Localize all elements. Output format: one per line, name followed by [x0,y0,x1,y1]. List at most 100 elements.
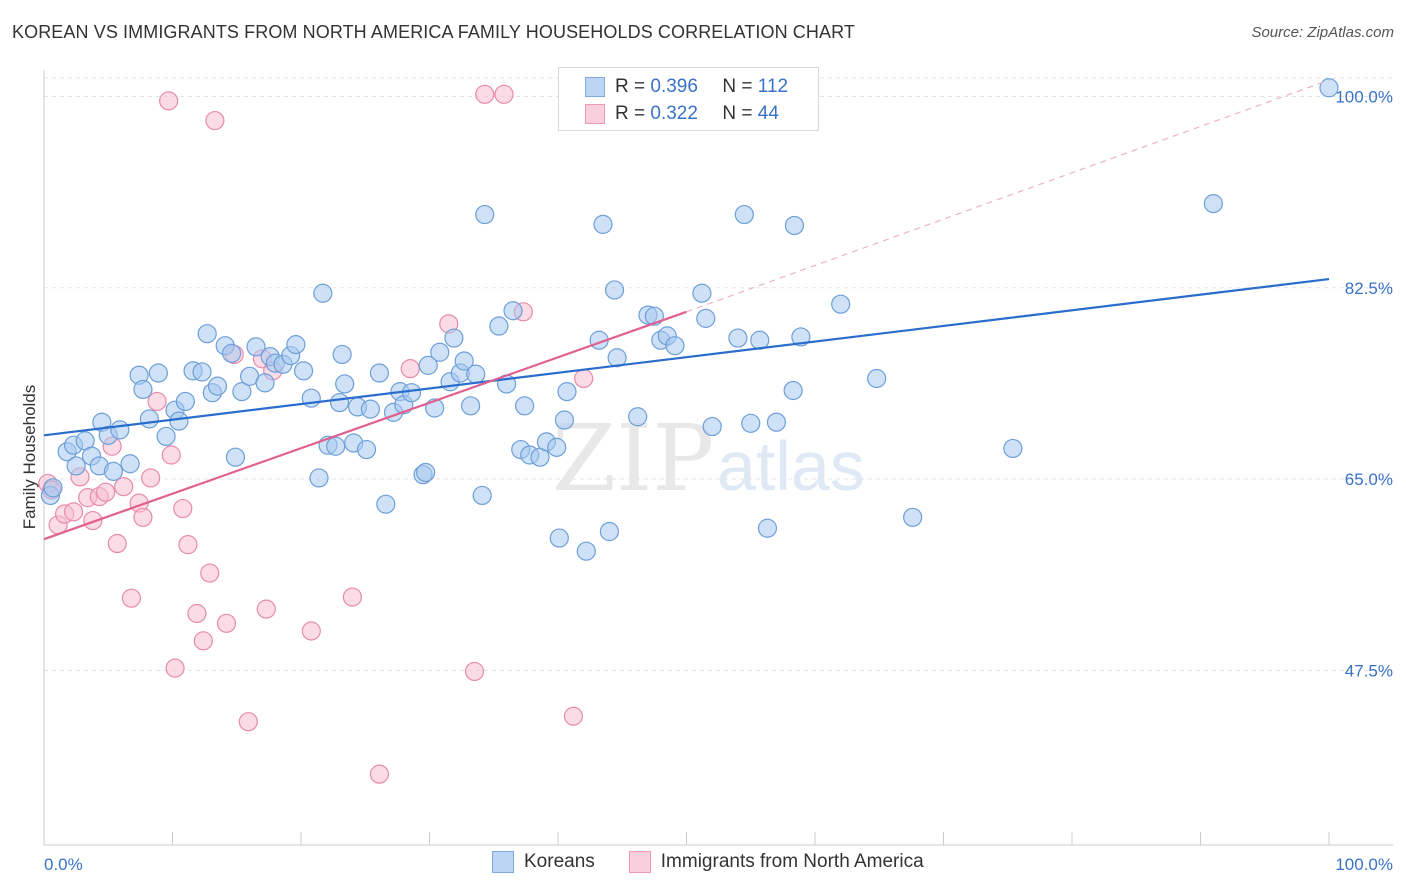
korean-point [831,294,851,314]
korean-point [503,301,523,321]
korean-point [222,343,242,363]
immigrants-point [369,764,389,784]
immigrants-point [121,588,141,608]
korean-point [692,283,712,303]
trendlines [43,79,1330,541]
korean-point [332,344,352,365]
legend-n-value-koreans: 112 [757,76,789,97]
korean-point [418,355,438,375]
immigrants-point [205,110,225,131]
legend-item-koreans[interactable]: Koreans [492,851,595,873]
immigrants-trendline-extension [686,79,1330,313]
korean-point [133,379,153,400]
legend-item-immigrants[interactable]: Immigrants from North America [628,851,924,873]
immigrants-point [83,510,103,531]
korean-point [593,214,613,234]
korean-point [702,416,722,437]
watermark: ZIP atlas [552,405,865,512]
legend-row-koreans: R = 0.396 N = 112 [585,75,788,99]
immigrants-point [63,502,84,522]
korean-point [728,328,748,348]
immigrants-point [494,84,514,104]
y-tick-label: 82.5% [1345,279,1393,298]
immigrants-point [238,712,258,732]
immigrants-point [141,468,161,488]
immigrants-point [133,507,153,527]
immigrants-point [200,563,220,583]
korean-point [903,507,923,527]
korean-point [475,204,495,225]
immigrants-point [107,533,127,554]
x-ticks [43,832,1330,845]
immigrants-legend-swatch-icon [628,851,651,873]
korean-point [356,439,377,460]
korean-point [192,362,212,382]
series-legend: Koreans Immigrants from North America [492,851,958,873]
immigrants-point [342,587,362,607]
legend-n-label: N = [722,76,753,97]
y-tick-label: 100.0% [1335,88,1393,107]
korean-point [1203,194,1223,214]
korean-point [225,447,246,467]
source-label: Source: ZipAtlas.com [1251,24,1394,41]
korean-point [461,396,481,416]
immigrants-point [187,603,207,624]
korean-point [246,337,266,357]
korean-point [66,456,86,476]
immigrants-point [216,613,237,633]
korean-point [472,485,492,506]
watermark-atlas: atlas [717,427,865,505]
korean-point [326,436,346,456]
series-koreans-points [40,78,1339,561]
immigrants-point [193,631,213,651]
korean-point [401,383,422,403]
legend-r-label: R = [615,103,646,124]
immigrants-point [475,84,495,104]
korean-point [665,336,685,356]
korean-point [169,411,189,431]
legend-r-label: R = [615,76,646,97]
legend-label-koreans: Koreans [524,851,595,872]
y-tick-label: 47.5% [1345,661,1393,680]
korean-point [232,382,252,402]
korean-point [43,478,63,498]
legend-row-immigrants: R = 0.322 N = 44 [585,102,779,126]
koreans-trendline [43,277,1330,437]
korean-point [1003,438,1023,459]
korean-point [309,468,329,488]
korean-point [313,283,333,303]
korean-point [329,392,350,413]
korean-point [454,351,474,371]
immigrants-point [114,477,134,497]
immigrants-point [464,661,485,682]
immigrants-swatch-icon [585,104,605,124]
korean-point [255,373,275,393]
koreans-swatch-icon [585,77,605,97]
korean-point [791,327,811,347]
korean-point [604,280,625,300]
korean-point [369,363,389,383]
chart-title: KOREAN VS IMMIGRANTS FROM NORTH AMERICA … [12,22,855,42]
korean-point [741,413,761,433]
y-tick-label: 65.0% [1345,470,1393,489]
korean-point [148,363,168,383]
immigrants-point [173,498,193,519]
korean-point [444,328,464,348]
korean-point [293,361,314,381]
korean-point [599,521,620,542]
korean-point [489,316,509,336]
y-tick-labels: 47.5% 65.0% 82.5% 100.0% [1335,88,1393,681]
korean-point [784,215,805,236]
korean-point [156,426,176,447]
korean-point [103,461,123,481]
korean-point [120,454,140,474]
x-tick-label-max: 100.0% [1335,855,1393,874]
immigrants-point [96,482,116,502]
legend-n-value-immigrants: 44 [757,103,779,124]
korean-point [376,494,396,514]
korean-point [360,399,380,419]
korean-point [766,412,787,432]
immigrants-point [165,658,185,678]
immigrants-point [159,91,179,111]
